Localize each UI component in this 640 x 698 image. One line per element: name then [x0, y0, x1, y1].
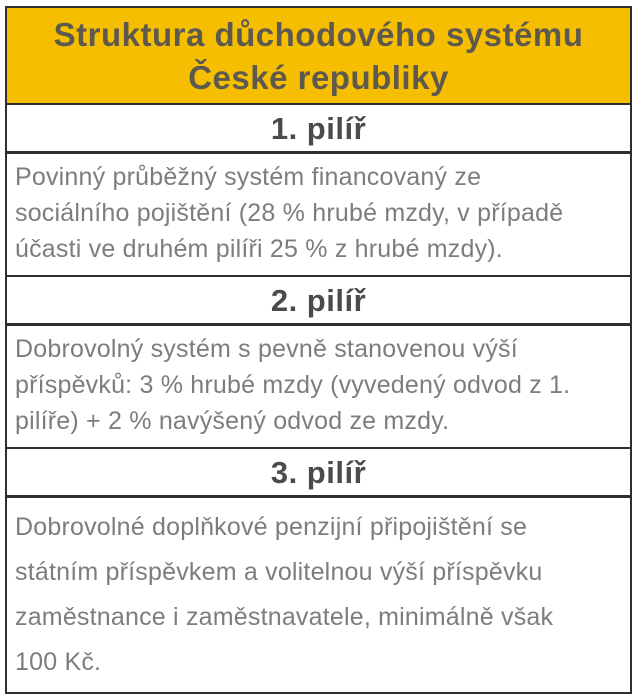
pillar-2-heading: 2. pilíř: [7, 275, 630, 323]
pillar-1-description: Povinný průběžný systém financovaný ze s…: [7, 151, 630, 275]
description-line: Povinný průběžný systém financovaný ze: [15, 163, 482, 191]
title-line-2: České republiky: [188, 58, 449, 96]
description-line: příspěvků: 3 % hrubé mzdy (vyvedený odvo…: [15, 371, 571, 399]
pillar-3-heading: 3. pilíř: [7, 447, 630, 495]
pillar-2-description: Dobrovolný systém s pevně stanovenou výš…: [7, 323, 630, 447]
description-line: pilíře) + 2 % navýšený odvod ze mzdy.: [15, 407, 450, 435]
description-line: sociálního pojištění (28 % hrubé mzdy, v…: [15, 199, 564, 227]
pillar-1-heading: 1. pilíř: [7, 103, 630, 151]
description-line: státním příspěvkem a volitelnou výší pří…: [15, 558, 543, 586]
pillar-3-description: Dobrovolné doplňkové penzijní připojiště…: [7, 495, 630, 692]
description-line: zaměstnance i zaměstnavatele, minimálně …: [15, 603, 554, 631]
description-line: 100 Kč.: [15, 648, 102, 676]
description-line: Dobrovolný systém s pevně stanovenou výš…: [15, 335, 518, 363]
title-line-1: Struktura důchodového systému: [53, 15, 584, 53]
description-line: účasti ve druhém pilíři 25 % z hrubé mzd…: [15, 235, 503, 263]
description-line: Dobrovolné doplňkové penzijní připojiště…: [15, 513, 528, 541]
figure-title: Struktura důchodového systému České repu…: [7, 8, 630, 103]
pension-structure-table: Struktura důchodového systému České repu…: [5, 6, 632, 694]
